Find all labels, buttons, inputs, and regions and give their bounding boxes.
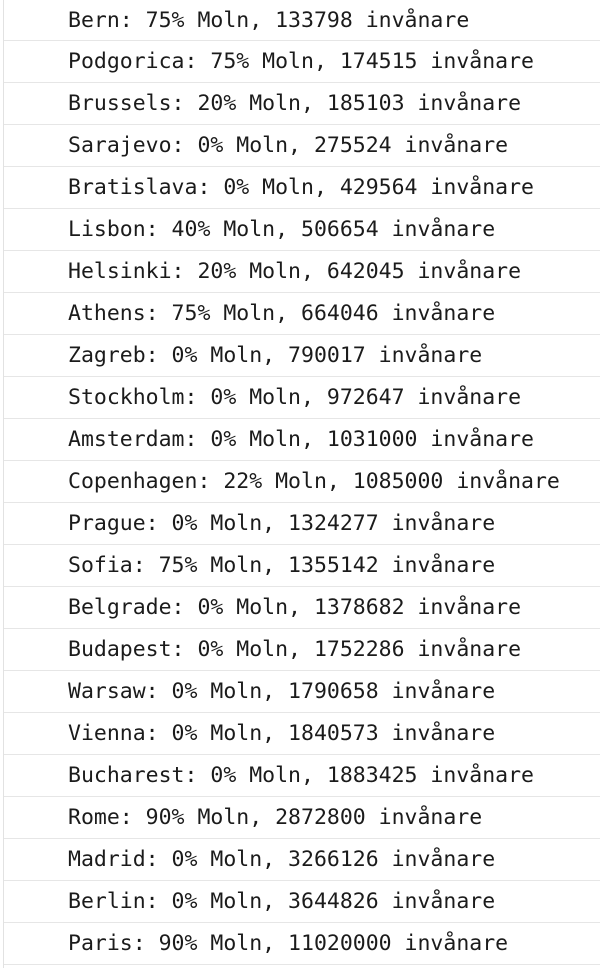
log-line: Sarajevo: 0% Moln, 275524 invånare (4, 125, 600, 167)
log-line: Zagreb: 0% Moln, 790017 invånare (4, 335, 600, 377)
log-line: Warsaw: 0% Moln, 1790658 invånare (4, 671, 600, 713)
log-line: Berlin: 0% Moln, 3644826 invånare (4, 881, 600, 923)
log-line: Lisbon: 40% Moln, 506654 invånare (4, 209, 600, 251)
log-line: Athens: 75% Moln, 664046 invånare (4, 293, 600, 335)
log-line: Bucharest: 0% Moln, 1883425 invånare (4, 755, 600, 797)
log-line: Stockholm: 0% Moln, 972647 invånare (4, 377, 600, 419)
log-list: Bern: 75% Moln, 133798 invånare Podgoric… (4, 0, 600, 965)
log-line: Bern: 75% Moln, 133798 invånare (4, 0, 600, 41)
log-line: Helsinki: 20% Moln, 642045 invånare (4, 251, 600, 293)
log-line: Amsterdam: 0% Moln, 1031000 invånare (4, 419, 600, 461)
log-line: Brussels: 20% Moln, 185103 invånare (4, 83, 600, 125)
log-line: Rome: 90% Moln, 2872800 invånare (4, 797, 600, 839)
log-line: Sofia: 75% Moln, 1355142 invånare (4, 545, 600, 587)
log-line: Bratislava: 0% Moln, 429564 invånare (4, 167, 600, 209)
log-line: Vienna: 0% Moln, 1840573 invånare (4, 713, 600, 755)
log-line: Budapest: 0% Moln, 1752286 invånare (4, 629, 600, 671)
log-line: Copenhagen: 22% Moln, 1085000 invånare (4, 461, 600, 503)
panel-left-border (3, 0, 4, 968)
log-line: Paris: 90% Moln, 11020000 invånare (4, 923, 600, 965)
log-line: Belgrade: 0% Moln, 1378682 invånare (4, 587, 600, 629)
log-line: Podgorica: 75% Moln, 174515 invånare (4, 41, 600, 83)
log-line: Madrid: 0% Moln, 3266126 invånare (4, 839, 600, 881)
log-line: Prague: 0% Moln, 1324277 invånare (4, 503, 600, 545)
